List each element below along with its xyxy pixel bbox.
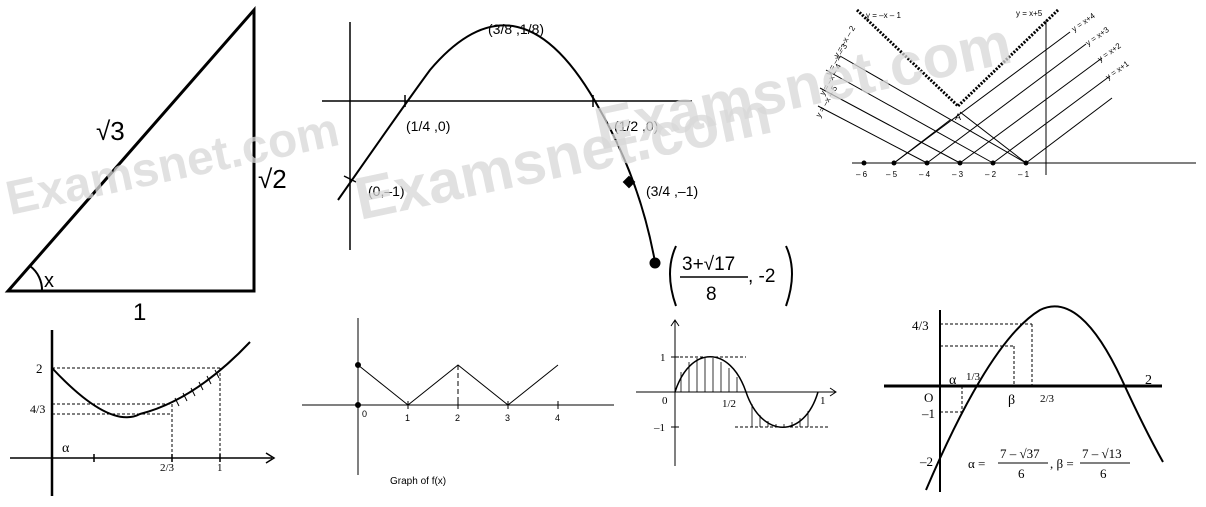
line-y-x-plus-5 bbox=[956, 8, 1060, 108]
point-3-4-label: (3/4 ,–1) bbox=[646, 183, 698, 199]
point-end-marker bbox=[649, 257, 661, 269]
svg-text:– 4: – 4 bbox=[919, 170, 931, 179]
svg-text:α =: α = bbox=[968, 456, 985, 471]
triangle-hypotenuse-label: √3 bbox=[96, 116, 125, 146]
svg-text:4: 4 bbox=[555, 413, 560, 423]
parabola-curve bbox=[337, 24, 656, 263]
svg-text:y = x+2: y = x+2 bbox=[1096, 41, 1123, 64]
last-labels: 4/3 O –1 –2 α 1/3 β 2/3 2 bbox=[912, 318, 1152, 469]
svg-text:1/3: 1/3 bbox=[966, 371, 981, 383]
svg-text:– 3: – 3 bbox=[952, 170, 964, 179]
sine-half-label: 1/2 bbox=[722, 398, 736, 410]
sine-y-m1-label: –1 bbox=[653, 422, 665, 434]
svg-text:y = x+4: y = x+4 bbox=[1070, 11, 1097, 34]
sine-origin-label: 0 bbox=[662, 395, 668, 407]
lines-tick-dots bbox=[861, 160, 1029, 166]
curve-y-4-3-label: 4/3 bbox=[30, 402, 45, 416]
triangle-angle-label: x bbox=[44, 270, 54, 292]
triangle-side-label: √2 bbox=[258, 164, 287, 194]
svg-text:y = x+1: y = x+1 bbox=[1104, 59, 1131, 82]
svg-text:y = –x – 1: y = –x – 1 bbox=[866, 11, 901, 20]
point-0-m1-label: (0,–1) bbox=[368, 183, 405, 199]
svg-text:β: β bbox=[1008, 393, 1015, 408]
watermark-right: Examsnet.com bbox=[589, 9, 1017, 163]
svg-text:– 2: – 2 bbox=[985, 170, 997, 179]
svg-text:8: 8 bbox=[706, 284, 717, 305]
curve-alpha-label: α bbox=[62, 441, 70, 456]
svg-text:2/3: 2/3 bbox=[1040, 393, 1055, 405]
parabola-panel bbox=[322, 22, 692, 269]
root-1-2-label: (1/2 ,0) bbox=[614, 118, 658, 134]
zigzag-ticks: 0 1 2 3 4 bbox=[362, 409, 560, 423]
svg-text:1: 1 bbox=[405, 413, 410, 423]
sine-y-1-label: 1 bbox=[660, 352, 666, 364]
alpha-beta-formula: α = 7 – √37 6 , β = 7 – √13 6 bbox=[968, 446, 1130, 481]
svg-text:–1: –1 bbox=[921, 406, 935, 421]
curve-x-2-3-label: 2/3 bbox=[160, 462, 175, 474]
curve-y-2-label: 2 bbox=[36, 361, 43, 376]
curve-line bbox=[51, 341, 251, 419]
end-point-label: 3+√17 8 , -2 bbox=[669, 245, 793, 307]
last-curve bbox=[925, 305, 1164, 491]
svg-text:3+√17: 3+√17 bbox=[682, 254, 735, 275]
zigzag-caption: Graph of f(x) bbox=[390, 476, 446, 487]
svg-text:–2: –2 bbox=[919, 454, 933, 469]
svg-text:– 5: – 5 bbox=[886, 170, 898, 179]
curve-hatch-marks bbox=[174, 369, 220, 407]
lines-x-ticks: – 6 – 5 – 4 – 3 – 2 – 1 bbox=[856, 170, 1030, 179]
sine-panel bbox=[636, 319, 837, 466]
svg-text:6: 6 bbox=[1100, 466, 1107, 481]
sine-one-label: 1 bbox=[820, 395, 826, 407]
svg-text:4/3: 4/3 bbox=[912, 318, 929, 333]
zigzag-panel bbox=[302, 318, 614, 475]
svg-text:3: 3 bbox=[505, 413, 510, 423]
svg-text:2: 2 bbox=[1145, 373, 1152, 388]
last-panel bbox=[884, 305, 1164, 492]
svg-text:O: O bbox=[924, 390, 933, 405]
svg-text:, -2: , -2 bbox=[748, 266, 775, 287]
vertex-label: (3/8 ,1/8) bbox=[488, 21, 544, 37]
triangle-base-label: 1 bbox=[133, 299, 146, 326]
curve-panel bbox=[10, 330, 276, 496]
triangle-panel bbox=[4, 6, 256, 293]
svg-text:2: 2 bbox=[455, 413, 460, 423]
angle-arc bbox=[29, 265, 44, 292]
svg-text:– 1: – 1 bbox=[1018, 170, 1030, 179]
svg-text:6: 6 bbox=[1018, 466, 1025, 481]
svg-text:7 – √37: 7 – √37 bbox=[1000, 446, 1040, 461]
svg-text:– 6: – 6 bbox=[856, 170, 868, 179]
root-1-4-label: (1/4 ,0) bbox=[406, 118, 450, 134]
curve-x-1-label: 1 bbox=[217, 462, 223, 474]
point-a-label: A bbox=[955, 112, 961, 122]
point-3-4-marker bbox=[622, 175, 636, 189]
line-y-neg-x-minus-1 bbox=[855, 8, 960, 108]
svg-text:0: 0 bbox=[362, 409, 367, 419]
triangle-shape bbox=[4, 6, 256, 293]
svg-text:y = x+5: y = x+5 bbox=[1016, 9, 1043, 18]
svg-text:α: α bbox=[949, 373, 957, 388]
sine-hatching bbox=[680, 357, 809, 427]
svg-text:y = x+3: y = x+3 bbox=[1084, 25, 1111, 48]
svg-text:7 – √13: 7 – √13 bbox=[1082, 446, 1122, 461]
lines-panel bbox=[817, 8, 1196, 175]
watermark-left: Examsnet.com bbox=[1, 103, 343, 225]
sine-curve bbox=[674, 356, 819, 428]
svg-text:, β =: , β = bbox=[1050, 456, 1074, 471]
